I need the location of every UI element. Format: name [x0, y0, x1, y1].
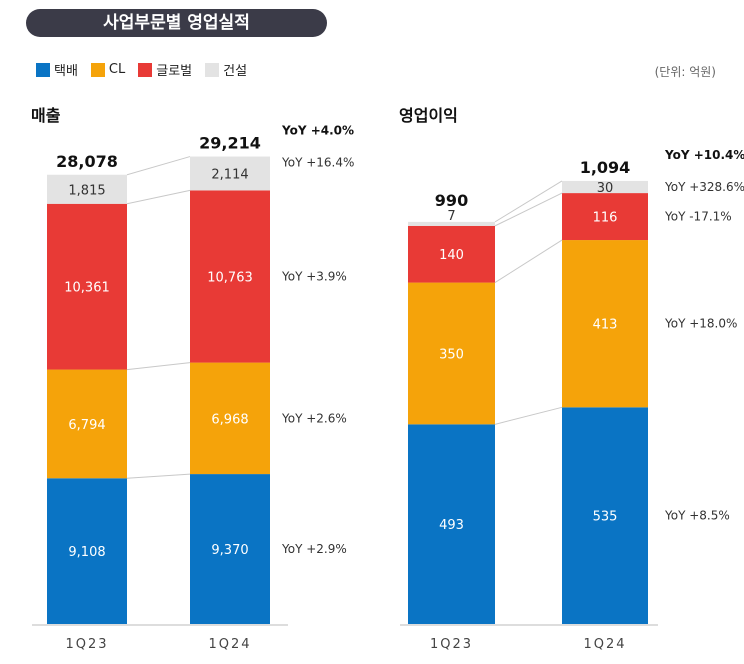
legend-swatch-parcel: [36, 62, 50, 77]
revenue-total-1: 29,214: [199, 134, 261, 153]
revenue-bar-parcel-0: [47, 478, 127, 624]
legend: 택배 CL 글로벌 건설: [36, 60, 260, 79]
legend-label-global: 글로벌: [156, 64, 193, 79]
revenue-value-cl-1: 6,968: [211, 412, 248, 427]
revenue-value-construction-1: 2,114: [211, 167, 248, 182]
profit-value-cl-1: 413: [593, 318, 618, 333]
profit-value-construction-0: 7: [447, 209, 455, 224]
revenue-title: 매출: [31, 106, 61, 125]
legend-item-parcel: 택배: [36, 60, 78, 79]
profit-bar-global-1: [562, 193, 648, 241]
revenue-value-global-0: 10,361: [64, 281, 110, 296]
revenue-total-0: 28,078: [56, 152, 118, 171]
legend-swatch-construction: [205, 62, 220, 77]
profit-value-global-1: 116: [593, 211, 618, 226]
profit-bar-cl-1: [562, 240, 648, 408]
profit-value-parcel-1: 535: [593, 510, 618, 525]
revenue-value-parcel-0: 9,108: [68, 545, 105, 560]
revenue-bar-cl-1: [190, 362, 270, 475]
revenue-bar-global-0: [47, 203, 127, 370]
revenue-value-cl-0: 6,794: [68, 418, 105, 433]
profit-yoy-parcel: YoY +8.5%: [664, 509, 730, 523]
legend-item-global: 글로벌: [138, 60, 192, 79]
revenue-yoy-global: YoY +3.9%: [281, 269, 347, 283]
legend-item-cl: CL: [90, 62, 126, 77]
revenue-bar-construction-0: [47, 174, 127, 204]
revenue-value-construction-0: 1,815: [68, 183, 105, 198]
profit-category-0: 1Q23: [430, 637, 473, 652]
profit-connector-global: [494, 192, 563, 227]
profit-connector-cl: [494, 239, 563, 284]
profit-value-construction-1: 30: [597, 181, 614, 196]
revenue-yoy-cl: YoY +2.6%: [281, 411, 347, 425]
unit-label: (단위: 억원): [654, 65, 716, 79]
profit-bar-global-0: [408, 225, 495, 283]
revenue-bar-construction-1: [190, 156, 270, 191]
revenue-connector-global: [126, 189, 191, 205]
revenue-bar-global-1: [190, 190, 270, 363]
revenue-connector-parcel: [126, 473, 191, 479]
revenue-bar-cl-0: [47, 369, 127, 479]
profit-yoy-global: YoY -17.1%: [664, 210, 732, 224]
profit-bar-construction-0: [408, 221, 495, 226]
profit-yoy-cl: YoY +18.0%: [664, 317, 737, 331]
profit-bar-cl-0: [408, 282, 495, 425]
revenue-yoy-parcel: YoY +2.9%: [281, 542, 347, 556]
profit-bar-parcel-1: [562, 407, 648, 624]
profit-bar-construction-1: [562, 180, 648, 194]
legend-label-construction: 건설: [223, 64, 248, 79]
profit-yoy-construction: YoY +328.6%: [664, 180, 744, 194]
revenue-value-parcel-1: 9,370: [211, 543, 248, 558]
legend-item-construction: 건설: [205, 60, 247, 79]
revenue-bar-parcel-1: [190, 474, 270, 624]
legend-label-parcel: 택배: [54, 64, 78, 79]
revenue-category-1: 1Q24: [208, 637, 251, 652]
legend-swatch-cl: [90, 62, 105, 77]
profit-total-1: 1,094: [580, 158, 631, 177]
profit-yoy-total: YoY +10.4%: [664, 148, 744, 162]
profit-value-cl-0: 350: [439, 347, 464, 362]
legend-swatch-global: [138, 62, 153, 77]
profit-category-1: 1Q24: [583, 637, 626, 652]
revenue-connector-construction: [126, 156, 191, 176]
revenue-connector-cl: [126, 362, 191, 371]
profit-bar-parcel-0: [408, 424, 495, 624]
profit-value-global-0: 140: [439, 248, 464, 263]
page-title: 사업부문별 영업실적: [26, 9, 327, 37]
legend-label-cl: CL: [108, 62, 126, 77]
revenue-value-global-1: 10,763: [207, 270, 253, 285]
profit-connector-parcel: [494, 406, 563, 425]
profit-total-0: 990: [435, 191, 468, 210]
operating-profit-title: 영업이익: [399, 106, 458, 125]
profit-connector-construction: [494, 180, 563, 223]
revenue-yoy-total: YoY +4.0%: [281, 124, 354, 138]
profit-value-parcel-0: 493: [439, 518, 464, 533]
revenue-category-0: 1Q23: [65, 637, 108, 652]
revenue-yoy-construction: YoY +16.4%: [281, 156, 354, 170]
